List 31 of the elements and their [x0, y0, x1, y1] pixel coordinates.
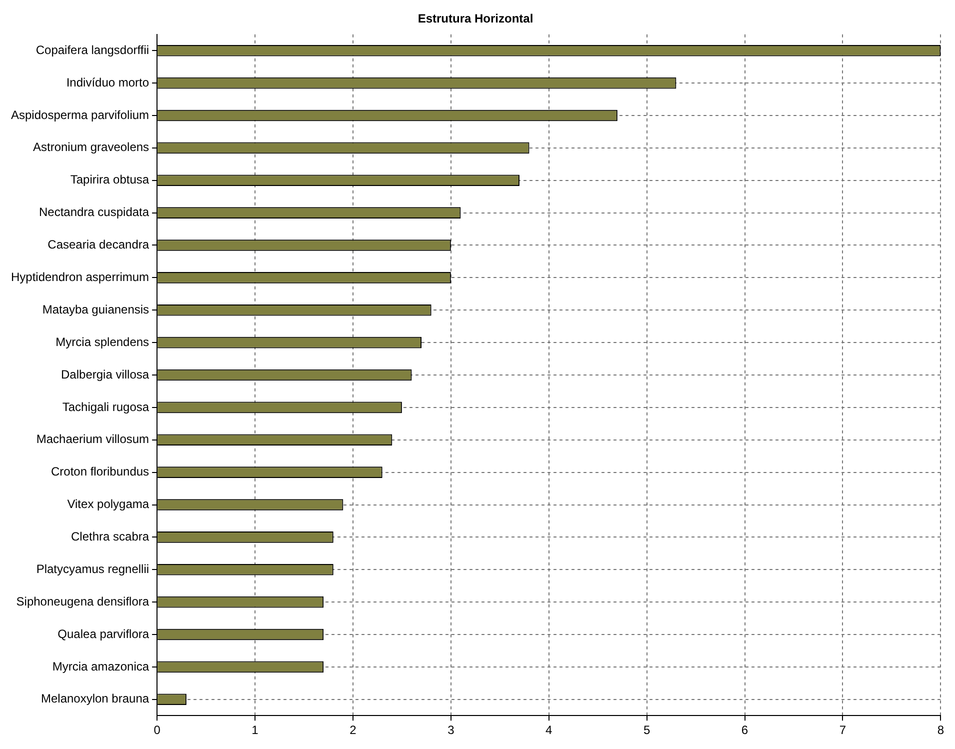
y-tick-label: Clethra scabra: [71, 530, 150, 544]
y-tick-label: Tachigali rugosa: [62, 400, 150, 414]
x-tick-label: 0: [154, 723, 161, 738]
x-tick-label: 4: [546, 723, 553, 738]
x-tick-label: 6: [741, 723, 748, 738]
x-tick-label: 3: [448, 723, 455, 738]
y-tick-label: Indivíduo morto: [66, 75, 150, 90]
y-tick-label: Casearia decandra: [48, 238, 150, 252]
y-tick-label: Platycyamus regnellii: [36, 562, 150, 576]
x-tick-label: 5: [643, 723, 650, 738]
x-tick-label: 2: [350, 723, 357, 738]
x-tick-label: 7: [839, 723, 846, 738]
y-tick-label: Astronium graveolens: [32, 140, 150, 154]
y-tick-label: Siphoneugena densiflora: [16, 594, 150, 608]
y-tick-label: Hyptidendron asperrimum: [10, 270, 150, 284]
x-tick-label: 1: [252, 723, 259, 738]
y-tick-label: Qualea parviflora: [58, 626, 150, 641]
y-tick-label: Myrcia amazonica: [52, 659, 150, 674]
y-tick-label: Aspidosperma parvifolium: [10, 108, 150, 122]
y-tick-label: Nectandra cuspidata: [38, 205, 150, 220]
y-tick-label: Dalbergia villosa: [61, 367, 150, 382]
y-tick-label: Matayba guianensis: [42, 302, 150, 316]
y-tick-label: Tapirira obtusa: [70, 172, 150, 187]
y-tick-label: Croton floribundus: [50, 464, 150, 479]
y-tick-label: Melanoxylon brauna: [40, 692, 150, 706]
x-tick-label: 8: [937, 723, 944, 738]
y-tick-label: Myrcia splendens: [56, 334, 150, 349]
y-tick-label: Copaifera langsdorffii: [36, 42, 150, 57]
y-tick-label: Vitex polygama: [67, 497, 150, 512]
y-tick-label: Machaerium villosum: [36, 432, 150, 446]
chart-title: Estrutura Horizontal: [418, 12, 534, 26]
